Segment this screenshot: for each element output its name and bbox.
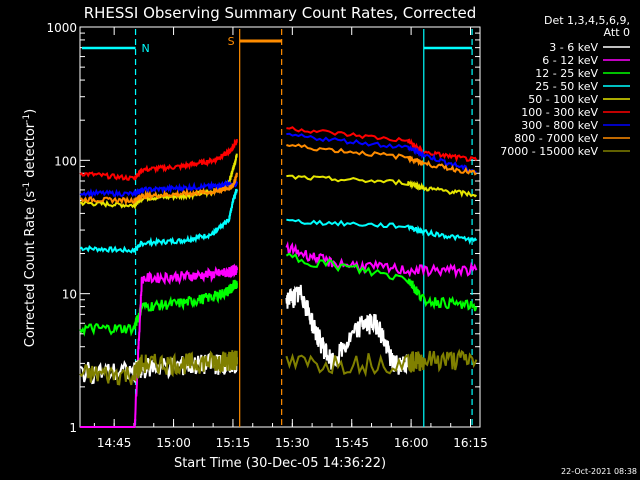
legend-label-7: 800 - 7000 keV xyxy=(514,132,598,145)
legend-header-line-1: Det 1,3,4,5,6,9, xyxy=(544,14,630,27)
legend-label-2: 12 - 25 keV xyxy=(535,67,598,80)
series-line-300-800_b xyxy=(286,132,477,173)
y-axis-label: Corrected Count Rate (s-1 detector-1) xyxy=(22,109,38,347)
legend-label-1: 6 - 12 keV xyxy=(542,54,598,67)
legend-label-0: 3 - 6 keV xyxy=(549,41,598,54)
series-line-25-50_b xyxy=(286,218,478,245)
legend-label-5: 100 - 300 keV xyxy=(521,106,598,119)
series-line-800-7000_b xyxy=(286,143,477,176)
series-line-12-25 xyxy=(79,279,238,337)
series-line-6-12 xyxy=(80,263,238,428)
series-line-800-7000 xyxy=(79,172,238,206)
x-tick-label-2: 15:15 xyxy=(216,436,251,450)
x-tick-label-0: 14:45 xyxy=(97,436,132,450)
legend-label-3: 25 - 50 keV xyxy=(535,80,598,93)
legend-header-line-2: Att 0 xyxy=(604,26,630,39)
y-tick-label-3: 1000 xyxy=(46,21,77,35)
series-line-100-300 xyxy=(79,138,238,181)
series-line-50-100_b xyxy=(286,174,478,198)
series-line-6-12_b xyxy=(285,241,478,279)
series-line-7000-15000_b xyxy=(285,348,478,378)
x-tick-label-3: 15:30 xyxy=(275,436,310,450)
plot-frame xyxy=(79,26,481,428)
x-axis-label: Start Time (30-Dec-05 14:36:22) xyxy=(174,456,386,471)
series-lines xyxy=(79,126,478,428)
saa-flag-label: S xyxy=(228,35,235,48)
night-flag-label: N xyxy=(142,42,150,55)
legend-label-4: 50 - 100 keV xyxy=(528,93,598,106)
x-tick-label-6: 16:15 xyxy=(453,436,488,450)
x-tick-label-1: 15:00 xyxy=(156,436,191,450)
footer-date: 22-Oct-2021 08:38 xyxy=(561,467,637,476)
series-line-12-25_b xyxy=(285,252,478,312)
series-line-7000-15000 xyxy=(79,350,238,386)
chart-title: RHESSI Observing Summary Count Rates, Co… xyxy=(84,4,477,22)
y-tick-label-1: 10 xyxy=(62,288,77,302)
x-tick-label-4: 15:45 xyxy=(334,436,369,450)
legend-label-8: 7000 - 15000 keV xyxy=(500,145,598,158)
y-tick-label-2: 100 xyxy=(54,154,77,168)
series-line-25-50 xyxy=(79,188,238,254)
y-tick-label-0: 1 xyxy=(69,421,77,435)
series-line-3-6_b xyxy=(285,284,409,375)
x-tick-label-5: 16:00 xyxy=(394,436,429,450)
legend-label-6: 300 - 800 keV xyxy=(521,119,598,132)
